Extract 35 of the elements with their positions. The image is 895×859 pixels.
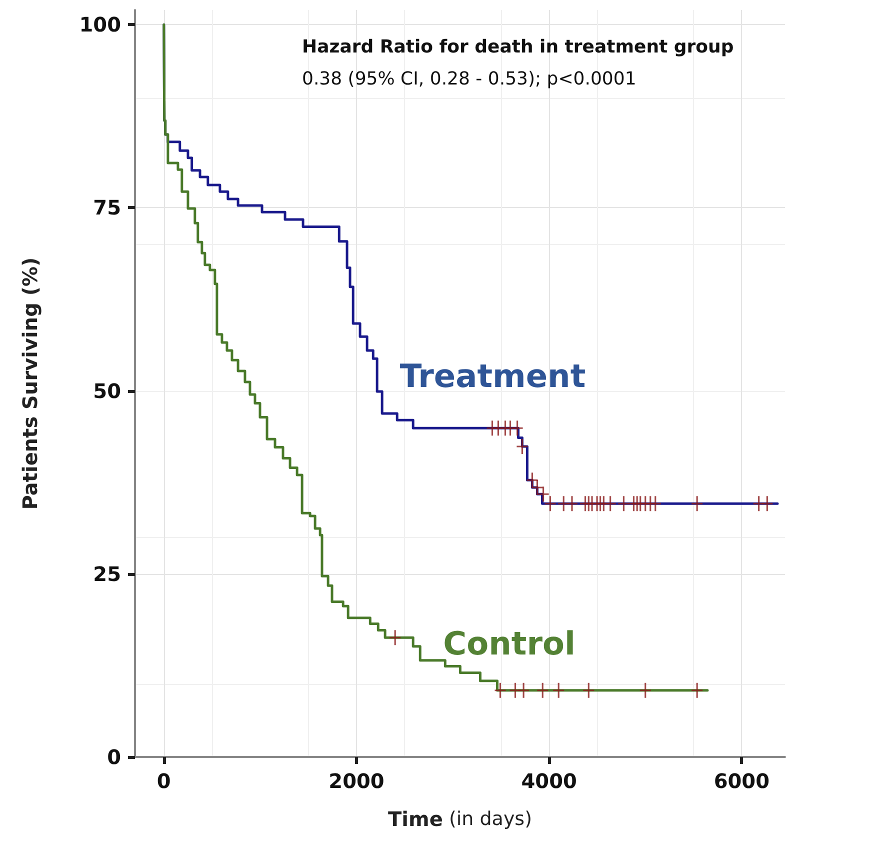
x-tick-label: 6000 bbox=[714, 769, 770, 793]
annotation: Hazard Ratio for death in treatment group bbox=[302, 36, 734, 58]
point bbox=[516, 438, 528, 454]
point bbox=[566, 496, 578, 512]
y-axis-title: Patients Surviving (%) bbox=[18, 257, 42, 510]
point bbox=[390, 630, 401, 646]
x-tick-label: 4000 bbox=[521, 769, 577, 793]
point bbox=[583, 682, 594, 698]
point bbox=[494, 682, 506, 698]
point bbox=[537, 682, 548, 698]
point bbox=[544, 496, 556, 512]
x-tick-label: 2000 bbox=[328, 769, 384, 793]
point bbox=[618, 496, 630, 512]
point bbox=[692, 496, 703, 512]
y-tick-label: 0 bbox=[107, 745, 121, 769]
point bbox=[518, 682, 530, 698]
series-label: Treatment bbox=[400, 357, 586, 396]
point bbox=[762, 496, 773, 512]
point bbox=[553, 682, 564, 698]
point bbox=[640, 682, 651, 698]
point bbox=[512, 420, 523, 436]
series-label: Control bbox=[443, 624, 576, 662]
point bbox=[692, 682, 703, 698]
y-tick-label: 100 bbox=[79, 12, 121, 37]
point bbox=[526, 472, 538, 488]
x-axis-title: Time (in days) bbox=[388, 807, 532, 831]
y-tick-label: 25 bbox=[93, 562, 121, 586]
point bbox=[650, 496, 661, 512]
point bbox=[604, 496, 616, 512]
annotation: 0.38 (95% CI, 0.28 - 0.53); p<0.0001 bbox=[302, 68, 636, 90]
point bbox=[538, 486, 549, 502]
y-tick-label: 50 bbox=[93, 378, 121, 403]
y-tick-label: 75 bbox=[93, 196, 121, 220]
x-tick-label: 0 bbox=[156, 769, 171, 793]
point bbox=[532, 480, 543, 495]
